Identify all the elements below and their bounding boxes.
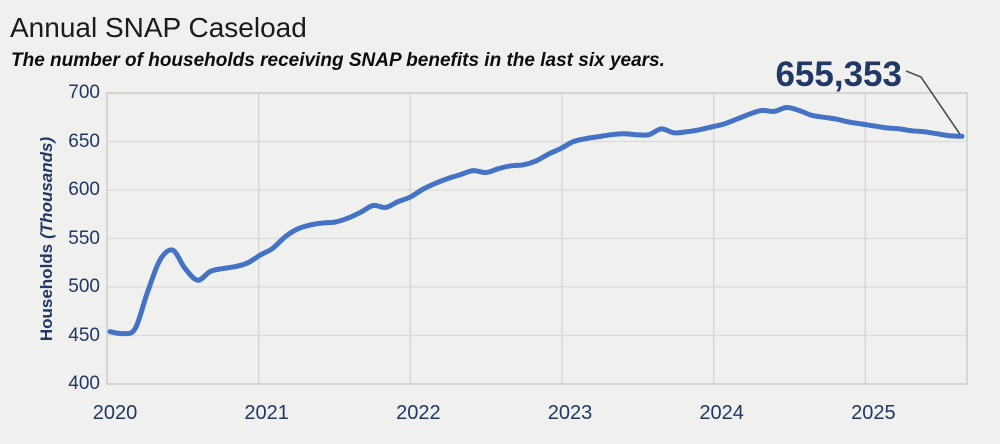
x-tick-label: 2021 bbox=[244, 402, 289, 424]
snap-caseload-line bbox=[107, 105, 965, 337]
y-tick-label: 600 bbox=[68, 179, 100, 200]
x-tick-label: 2024 bbox=[699, 402, 744, 424]
y-tick-label: 400 bbox=[68, 373, 100, 394]
y-tick-label: 550 bbox=[68, 227, 100, 249]
y-tick-label: 700 bbox=[68, 82, 100, 103]
y-tick-label: 500 bbox=[68, 276, 100, 297]
x-tick-label: 2020 bbox=[92, 402, 138, 424]
y-tick-label: 650 bbox=[68, 130, 100, 152]
x-tick-label: 2023 bbox=[547, 402, 593, 424]
last-value-callout: 655,353 bbox=[775, 55, 902, 94]
page-title: Annual SNAP Caseload bbox=[10, 12, 307, 43]
plot-area-border bbox=[106, 92, 968, 385]
callout-leader-line bbox=[905, 70, 961, 135]
chart-subtitle: The number of households receiving SNAP … bbox=[11, 50, 665, 71]
x-tick-label: 2022 bbox=[396, 402, 441, 424]
x-tick-label: 2025 bbox=[851, 402, 896, 424]
y-tick-label: 450 bbox=[68, 324, 100, 346]
